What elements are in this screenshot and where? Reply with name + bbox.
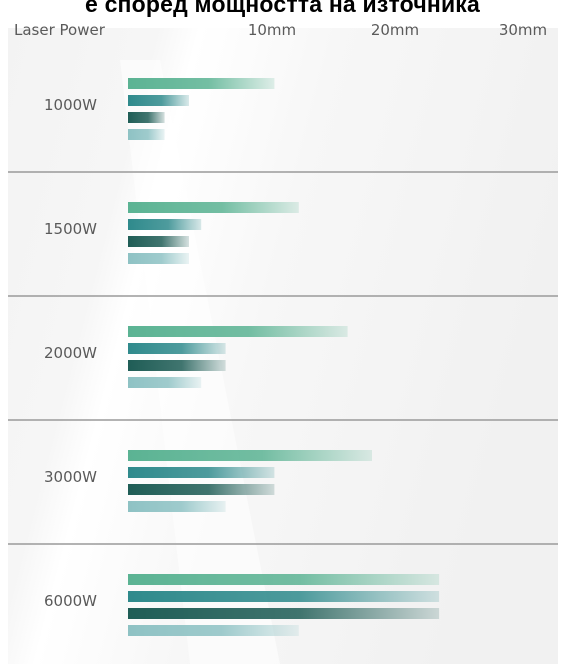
bar-group-1000w: 1000W — [8, 78, 558, 173]
chart-background — [8, 28, 558, 664]
bar-1000w-series-1 — [128, 78, 275, 89]
x-axis-label: Laser Power — [14, 21, 106, 39]
bar-group-6000w: 6000W — [44, 574, 440, 636]
category-label: 1000W — [44, 96, 97, 114]
x-tick-label: 30mm — [499, 21, 547, 39]
bar-1000w-series-2 — [128, 95, 189, 106]
bar-3000w-series-1 — [128, 450, 372, 461]
bar-3000w-series-3 — [128, 484, 275, 495]
bar-3000w-series-4 — [128, 501, 226, 512]
bar-1000w-series-3 — [128, 112, 165, 123]
page-title: е според мощността на източника — [84, 0, 481, 17]
bar-1000w-series-4 — [128, 129, 165, 140]
bar-1500w-series-3 — [128, 236, 189, 247]
bar-3000w-series-2 — [128, 467, 275, 478]
bar-2000w-series-1 — [128, 326, 348, 337]
bar-1500w-series-2 — [128, 219, 202, 230]
bar-group-3000w: 3000W — [8, 450, 558, 545]
bar-group-2000w: 2000W — [8, 326, 558, 421]
category-label: 6000W — [44, 592, 97, 610]
bar-6000w-series-2 — [128, 591, 440, 602]
bar-1500w-series-1 — [128, 202, 299, 213]
category-label: 3000W — [44, 468, 97, 486]
bar-6000w-series-4 — [128, 625, 299, 636]
bar-group-1500w: 1500W — [8, 202, 558, 297]
x-tick-labels: 10mm 20mm 30mm — [248, 21, 547, 39]
category-label: 1500W — [44, 220, 97, 238]
bar-2000w-series-2 — [128, 343, 226, 354]
bar-1500w-series-4 — [128, 253, 189, 264]
bar-6000w-series-1 — [128, 574, 440, 585]
bar-2000w-series-3 — [128, 360, 226, 371]
bar-groups: 1000W 1500W 2000W 3000W 6000W — [8, 78, 558, 636]
category-label: 2000W — [44, 344, 97, 362]
x-tick-label: 10mm — [248, 21, 296, 39]
bar-2000w-series-4 — [128, 377, 202, 388]
bar-6000w-series-3 — [128, 608, 440, 619]
x-tick-label: 20mm — [371, 21, 419, 39]
